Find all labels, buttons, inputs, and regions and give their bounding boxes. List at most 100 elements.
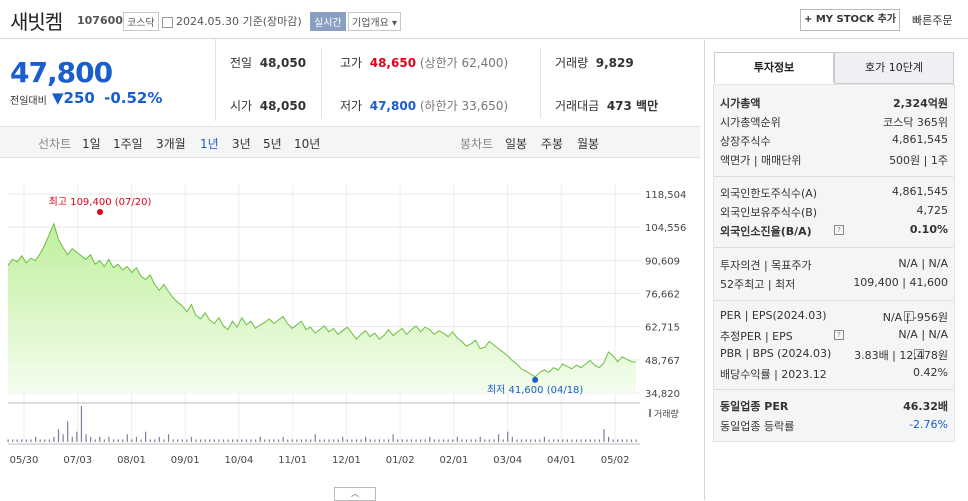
volume-bar <box>218 439 220 442</box>
volume-bar <box>190 436 193 442</box>
volume-bar <box>332 439 335 442</box>
volume-bar <box>461 439 463 442</box>
volume-bar <box>346 439 348 442</box>
info-value: 4,725 <box>916 204 949 217</box>
volume-bar <box>282 436 284 442</box>
open-label: 시가 <box>230 99 253 113</box>
volume-bar <box>204 439 206 442</box>
amount-value: 473 백만 <box>606 99 659 113</box>
max-marker <box>97 209 103 215</box>
volume-bar <box>447 439 449 442</box>
volume-bar <box>530 439 532 442</box>
upper-limit: (상한가 62,400) <box>419 56 509 70</box>
volume-bar <box>401 439 403 442</box>
volume-bar <box>44 439 46 442</box>
info-value: N/A | N/A <box>898 257 948 270</box>
info-label: 동일업종 PER <box>720 400 789 413</box>
tab-weekly[interactable]: 주봉 <box>541 137 564 151</box>
volume-bar <box>374 439 376 442</box>
prev-label: 전일 <box>230 56 253 70</box>
tab-daily[interactable]: 일봉 <box>505 137 528 151</box>
volume-bar <box>539 439 541 442</box>
volume-bar <box>552 439 555 442</box>
info-value: 코스닥 365위 <box>883 116 948 129</box>
volume-label: 거래량 <box>654 408 679 420</box>
volume-bar <box>337 439 339 442</box>
volume-bar <box>131 439 133 442</box>
volume-bar <box>158 436 160 442</box>
volume-bar <box>429 436 431 442</box>
prev-close: 전일 48,050 <box>230 54 306 71</box>
tab-10y[interactable]: 10년 <box>294 137 321 151</box>
volume-bar <box>424 439 426 442</box>
volume-bar <box>575 439 578 442</box>
volume-bar <box>245 439 248 442</box>
add-mystock-button[interactable]: + MY STOCK 추가 <box>800 9 900 31</box>
volume-bar <box>470 439 472 442</box>
high-price: 고가 48,650 (상한가 62,400) <box>340 54 508 71</box>
volume-bar <box>493 439 495 442</box>
volume-bar <box>12 439 14 442</box>
info-label: 동일업종 등락률 <box>720 420 795 433</box>
volume-bar <box>433 439 436 442</box>
x-tick-label: 07/03 <box>63 455 92 466</box>
tab-1y[interactable]: 1년 <box>200 137 219 151</box>
low-value: 47,800 <box>369 99 417 113</box>
tab-5y[interactable]: 5년 <box>263 137 282 151</box>
volume-label: 거래량 <box>555 56 589 70</box>
tab-3m[interactable]: 3개월 <box>156 137 186 151</box>
amount-label: 거래대금 <box>555 99 600 113</box>
volume-bar <box>154 439 156 442</box>
min-marker <box>532 376 539 383</box>
quick-order-link[interactable]: 빠른주문 <box>912 14 953 27</box>
volume-bar <box>415 439 417 442</box>
help-icon[interactable]: ? <box>914 349 924 359</box>
x-tick-label: 10/04 <box>225 455 254 466</box>
tab-3y[interactable]: 3년 <box>232 137 251 151</box>
min-label: 최저 41,600 (04/18) <box>487 384 583 396</box>
stock-header <box>0 0 968 39</box>
price-change: ▼250 -0.52% <box>52 89 162 107</box>
info-value: 3.83배 | 12,478원 <box>854 349 948 362</box>
price-chart[interactable]: 118,504 104,556 90,609 76,662 62,715 48,767 34… <box>0 160 700 485</box>
collapse-chart-button[interactable]: ︿ <box>334 487 376 501</box>
volume-bar <box>621 439 623 442</box>
company-overview-button[interactable]: 기업개요 ▾ <box>348 12 402 31</box>
volume-bar <box>630 439 633 442</box>
change-value: 250 <box>63 89 95 107</box>
volume-bar <box>53 436 55 442</box>
volume-bar <box>319 439 321 442</box>
volume-bar <box>420 439 422 442</box>
price-box <box>0 39 216 121</box>
volume-bar <box>296 439 298 442</box>
volume-bar <box>525 439 527 442</box>
tab-1w[interactable]: 1주일 <box>113 137 143 151</box>
help-icon[interactable]: ? <box>834 225 844 235</box>
volume-bar <box>16 439 18 442</box>
divider <box>321 48 322 118</box>
help-icon[interactable]: ? <box>904 311 914 321</box>
volume-bar <box>186 439 188 442</box>
volume-bar <box>300 439 303 442</box>
volume-bar <box>378 439 380 442</box>
x-tick-label: 08/01 <box>117 455 146 466</box>
volume-bar <box>103 439 105 442</box>
volume-bar <box>392 434 394 442</box>
volume-bar <box>48 439 50 442</box>
help-icon[interactable]: ? <box>834 330 844 340</box>
volume-bar <box>35 436 37 442</box>
tab-1d[interactable]: 1일 <box>82 137 101 151</box>
volume-bar <box>543 436 546 442</box>
info-label: 외국인소진율(B/A) <box>720 225 812 238</box>
tab-monthly[interactable]: 월봉 <box>577 137 600 151</box>
volume-bar <box>222 439 225 442</box>
volume-bar <box>365 436 367 442</box>
info-label: 52주최고 | 최저 <box>720 278 796 291</box>
volume-bar <box>612 439 614 442</box>
tab-invest-info[interactable]: 투자정보 <box>714 52 834 83</box>
tab-orderbook[interactable]: 호가 10단계 <box>834 52 954 84</box>
info-label: PER | EPS(2024.03) <box>720 309 827 322</box>
line-chart-heading: 선차트 <box>38 137 72 151</box>
realtime-badge[interactable]: 실시간 <box>310 12 346 31</box>
x-tick-label: 11/01 <box>278 455 307 466</box>
